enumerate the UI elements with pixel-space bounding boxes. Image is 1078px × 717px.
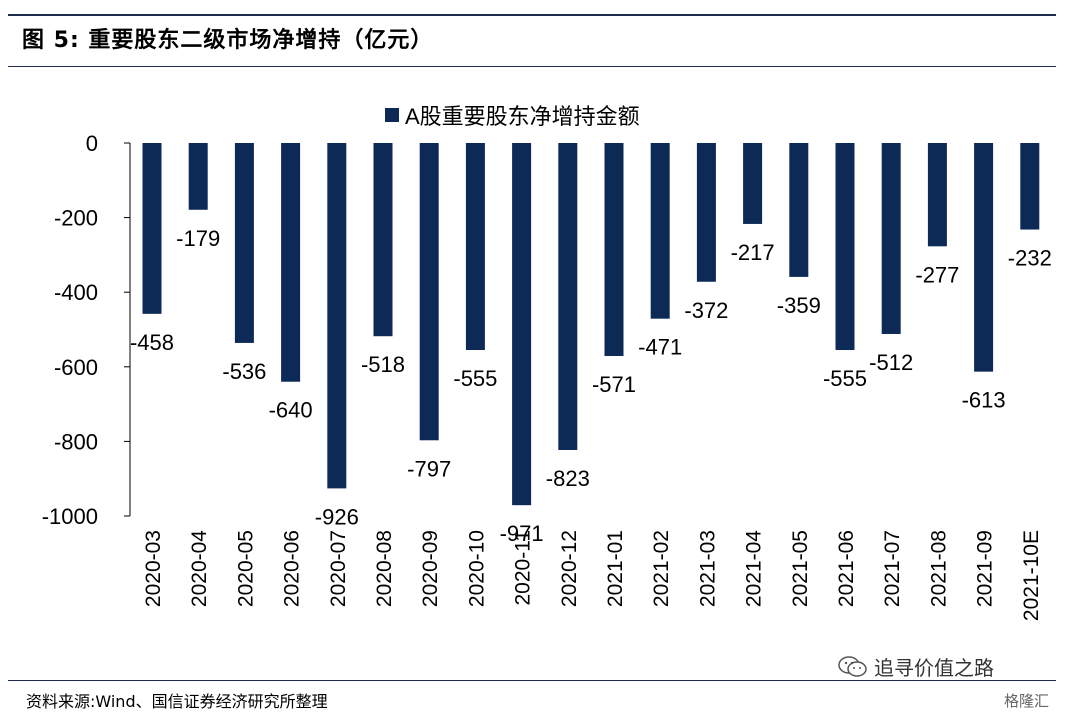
watermark-text: 追寻价值之路 (874, 656, 994, 680)
bar (881, 143, 901, 334)
title-bottom-rule (8, 66, 1056, 67)
bar-value-label: -518 (361, 352, 405, 377)
bar (373, 143, 393, 337)
bar-value-label: -217 (731, 240, 775, 265)
bar-value-label: -797 (407, 456, 451, 481)
watermark-brand: 格隆汇 (1004, 692, 1050, 710)
bar (512, 143, 532, 506)
y-tick-label: -1000 (42, 504, 98, 529)
bar-value-label: -471 (638, 335, 682, 360)
x-tick-label: 2020-07 (327, 530, 350, 607)
value-labels: -458 -179 -536-640 -926 -518 -797 -555 -971 -823… (130, 226, 1052, 546)
x-tick-label: 2020-04 (188, 530, 211, 607)
x-tick-label: 2021-05 (789, 530, 812, 607)
bar (835, 143, 855, 351)
x-axis-labels: 2020-03 2020-04 2020-05 2020-06 2020-07 2020-… (142, 530, 1043, 621)
x-tick-label: 2021-03 (696, 530, 719, 607)
bars (142, 143, 1040, 506)
x-tick-label: 2020-09 (419, 530, 442, 607)
figure-title: 图 5: 重要股东二级市场净增持（亿元） (22, 28, 434, 53)
title-top-rule (8, 14, 1056, 16)
x-tick-label: 2021-08 (927, 530, 950, 607)
x-tick-label: 2021-10E (1020, 530, 1043, 621)
y-tick-label: -600 (54, 355, 98, 380)
bar-value-label: -613 (962, 388, 1006, 413)
bar (327, 143, 347, 489)
x-tick-label: 2021-02 (650, 530, 673, 607)
bar (419, 143, 439, 441)
footer-rule (8, 680, 1056, 681)
bar-value-label: -555 (823, 366, 867, 391)
bar-value-label: -926 (315, 504, 359, 529)
bar (650, 143, 670, 319)
bar (234, 143, 254, 343)
y-axis: 0 -200 -400 -600 -800 -1000 (42, 131, 131, 529)
bar-value-label: -971 (500, 521, 544, 546)
bar (465, 143, 485, 351)
x-tick-label: 2020-11 (512, 530, 535, 606)
bar-value-label: -232 (1008, 246, 1052, 271)
x-tick-label: 2021-04 (743, 530, 766, 607)
legend-label: A股重要股东净增持金额 (405, 104, 640, 129)
bar-value-label: -277 (915, 262, 959, 287)
y-tick-label: 0 (86, 131, 98, 156)
wechat-icon (838, 655, 868, 679)
watermark: 追寻价值之路 (838, 652, 994, 681)
bar-value-label: -458 (130, 330, 174, 355)
title-bar: 图 5: 重要股东二级市场净增持（亿元） (0, 0, 1078, 68)
legend-swatch (385, 108, 399, 122)
source-note: 资料来源:Wind、国信证券经济研究所整理 (26, 692, 328, 711)
bar (743, 143, 763, 224)
bar (281, 143, 301, 382)
bar (927, 143, 947, 247)
bar (1020, 143, 1040, 230)
x-tick-label: 2021-07 (881, 530, 904, 607)
bar-value-label: -823 (546, 466, 590, 491)
x-tick-label: 2020-10 (465, 530, 488, 607)
y-tick-label: -200 (54, 206, 98, 231)
bar (558, 143, 578, 450)
bar-value-label: -640 (269, 398, 313, 423)
x-tick-label: 2020-06 (281, 530, 304, 607)
x-tick-label: 2021-09 (974, 530, 997, 607)
bar-value-label: -179 (176, 226, 220, 251)
bar (789, 143, 809, 277)
bar (188, 143, 208, 210)
x-tick-label: 2020-03 (142, 530, 165, 607)
bar-value-label: -372 (684, 298, 728, 323)
bar-value-label: -571 (592, 372, 636, 397)
bar-chart: A股重要股东净增持金额 0-200-400-600-800-1000 -458-… (42, 104, 1052, 621)
bar (974, 143, 994, 372)
bar (604, 143, 624, 356)
legend: A股重要股东净增持金额 (385, 104, 640, 129)
bar-value-label: -359 (777, 293, 821, 318)
x-tick-label: 2021-06 (835, 530, 858, 607)
bar (142, 143, 162, 314)
bar-value-label: -512 (869, 350, 913, 375)
x-tick-label: 2020-12 (558, 530, 581, 607)
x-tick-label: 2020-08 (373, 530, 396, 607)
x-tick-label: 2021-01 (604, 530, 627, 607)
bar-value-label: -555 (453, 366, 497, 391)
y-tick-label: -800 (54, 429, 98, 454)
y-tick-label: -400 (54, 280, 98, 305)
bar (696, 143, 716, 282)
bar-value-label: -536 (222, 359, 266, 384)
x-tick-label: 2020-05 (234, 530, 257, 607)
